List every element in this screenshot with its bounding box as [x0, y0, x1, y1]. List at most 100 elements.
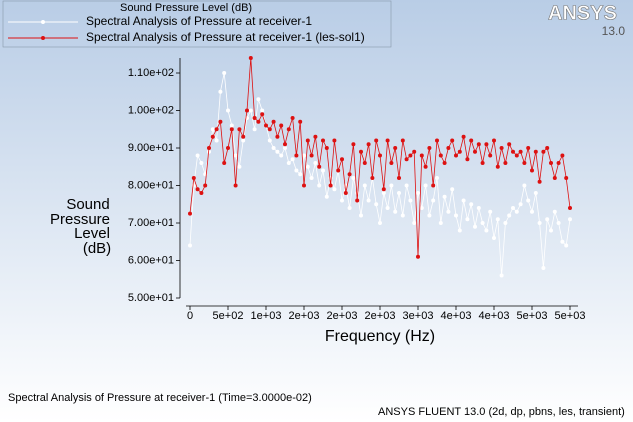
data-point [294, 153, 299, 158]
data-point [294, 168, 299, 173]
data-point [381, 187, 386, 192]
data-point [484, 142, 489, 147]
data-point [218, 119, 223, 124]
data-point [267, 127, 272, 132]
data-point [214, 138, 219, 143]
data-point [438, 153, 443, 158]
data-point [545, 146, 550, 150]
data-point [218, 89, 223, 94]
data-point [397, 191, 401, 195]
data-point [252, 116, 257, 120]
data-point [305, 138, 310, 143]
data-point [275, 149, 280, 154]
data-point [374, 202, 379, 207]
data-point [473, 224, 477, 229]
footer: Spectral Analysis of Pressure at receive… [8, 392, 312, 404]
data-point [336, 168, 341, 173]
data-point [526, 198, 531, 203]
data-point [522, 183, 527, 188]
data-point [260, 112, 265, 117]
data-point [302, 183, 306, 188]
data-point [556, 221, 561, 225]
data-point [256, 119, 261, 124]
data-point [226, 146, 230, 150]
data-point [419, 153, 424, 158]
data-point [514, 209, 519, 214]
y-axis-label: Pressure [50, 211, 110, 228]
x-tick-label: 4e+03 [479, 310, 510, 322]
data-point [518, 202, 523, 207]
data-point [347, 206, 352, 210]
data-point [499, 273, 504, 278]
data-point [207, 146, 211, 150]
x-tick-label: 3e+03 [403, 310, 434, 322]
data-point [260, 108, 265, 113]
x-tick-label: 5e+03 [517, 310, 548, 322]
logo: ANSYS [548, 2, 617, 24]
data-point [347, 172, 352, 177]
data-point [393, 146, 398, 150]
legend-marker [41, 20, 45, 24]
data-point [222, 161, 227, 165]
data-point [222, 71, 227, 75]
data-point [355, 191, 360, 195]
data-point [343, 191, 348, 195]
data-point [427, 213, 432, 218]
data-point [309, 153, 314, 158]
data-point [385, 138, 390, 143]
data-point [461, 198, 466, 203]
x-tick-label: 2e+03 [327, 310, 358, 322]
data-point [317, 164, 322, 169]
data-point [480, 221, 485, 225]
data-point [389, 183, 394, 188]
y-tick-label: 9.00e+01 [128, 142, 174, 154]
data-point [435, 138, 439, 143]
x-tick-label: 4e+03 [441, 310, 472, 322]
data-point [248, 108, 253, 113]
data-point [366, 142, 371, 147]
data-point [488, 209, 493, 214]
legend-title: Sound Pressure Level (dB) [120, 2, 252, 14]
y-tick-label: 1.10e+02 [128, 67, 174, 79]
data-point [298, 172, 303, 177]
data-point [549, 161, 553, 165]
data-point [564, 176, 569, 180]
data-point [465, 217, 470, 222]
data-point [419, 206, 424, 210]
data-point [317, 183, 322, 188]
data-point [446, 209, 451, 214]
data-point [195, 153, 200, 158]
data-point [552, 176, 557, 180]
data-point [514, 153, 519, 158]
data-point [450, 138, 455, 143]
data-point [374, 138, 379, 143]
data-point [526, 146, 531, 150]
data-point [492, 138, 496, 143]
data-point [499, 146, 504, 150]
data-point [226, 108, 230, 113]
data-point [476, 142, 481, 147]
data-point [321, 168, 325, 173]
data-point [423, 164, 428, 169]
data-point [271, 146, 276, 150]
data-point [199, 191, 204, 195]
data-point [457, 228, 462, 233]
data-point [381, 191, 386, 195]
data-point [560, 239, 565, 244]
data-point [556, 161, 561, 165]
data-point [188, 243, 192, 248]
data-point [233, 153, 238, 158]
data-point [541, 149, 546, 154]
data-point [283, 142, 287, 147]
data-point [435, 176, 439, 180]
data-point [290, 116, 295, 120]
data-point [423, 183, 428, 188]
data-point [328, 183, 333, 188]
data-point [362, 161, 367, 165]
data-point [545, 217, 550, 222]
data-point [210, 134, 215, 139]
data-point [305, 164, 310, 169]
data-point [359, 149, 363, 154]
data-point [454, 213, 458, 218]
data-point [324, 194, 329, 199]
